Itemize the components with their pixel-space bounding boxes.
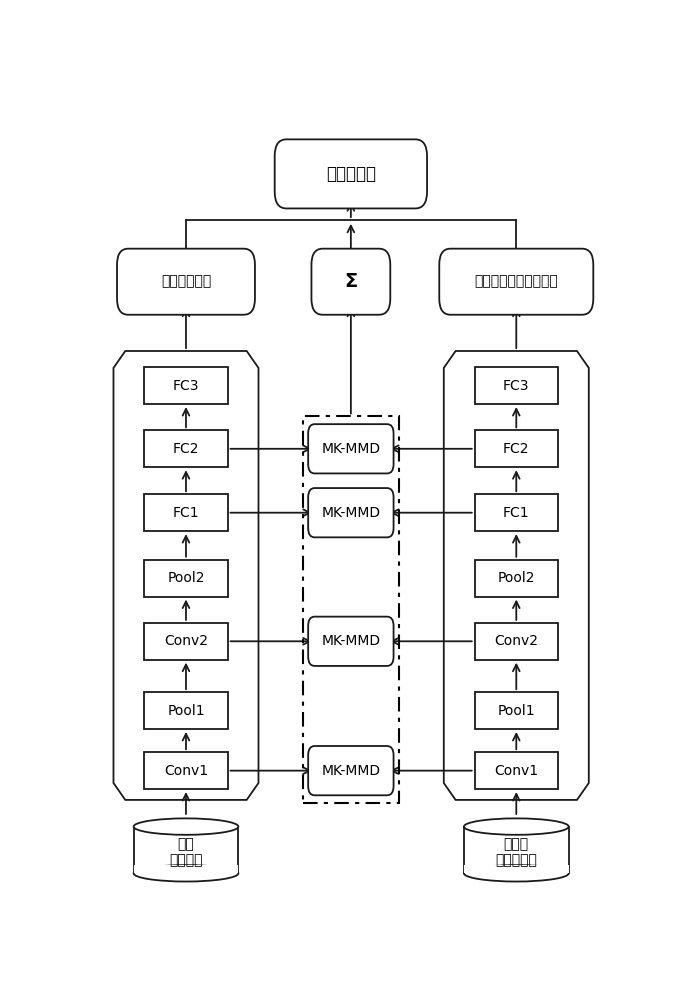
Polygon shape	[134, 827, 238, 873]
FancyBboxPatch shape	[475, 430, 558, 467]
Text: 源域分类损失: 源域分类损失	[161, 275, 211, 289]
Text: Conv1: Conv1	[164, 764, 208, 778]
FancyBboxPatch shape	[475, 692, 558, 729]
FancyBboxPatch shape	[274, 139, 427, 208]
Text: MK-MMD: MK-MMD	[322, 506, 380, 520]
Polygon shape	[464, 865, 569, 873]
Ellipse shape	[134, 818, 238, 835]
Text: FC1: FC1	[503, 506, 529, 520]
Text: Pool1: Pool1	[498, 704, 535, 718]
Text: MK-MMD: MK-MMD	[322, 442, 380, 456]
Text: FC2: FC2	[503, 442, 529, 456]
FancyBboxPatch shape	[144, 752, 227, 789]
FancyBboxPatch shape	[308, 617, 394, 666]
Text: Pool2: Pool2	[167, 571, 204, 585]
Text: Conv2: Conv2	[164, 634, 208, 648]
Text: 目标域伪标签分类损失: 目标域伪标签分类损失	[475, 275, 558, 289]
Text: Σ: Σ	[344, 272, 358, 291]
FancyBboxPatch shape	[308, 746, 394, 795]
FancyBboxPatch shape	[475, 752, 558, 789]
Polygon shape	[444, 351, 589, 800]
Ellipse shape	[464, 865, 569, 882]
Polygon shape	[464, 827, 569, 873]
FancyBboxPatch shape	[117, 249, 255, 315]
Ellipse shape	[134, 865, 238, 882]
FancyBboxPatch shape	[475, 560, 558, 597]
FancyBboxPatch shape	[308, 424, 394, 473]
FancyBboxPatch shape	[144, 692, 227, 729]
Text: Pool2: Pool2	[498, 571, 535, 585]
Text: FC3: FC3	[173, 379, 199, 393]
Text: MK-MMD: MK-MMD	[322, 634, 380, 648]
Text: FC2: FC2	[173, 442, 199, 456]
FancyBboxPatch shape	[144, 494, 227, 531]
Text: FC1: FC1	[173, 506, 200, 520]
Text: MK-MMD: MK-MMD	[322, 764, 380, 778]
Text: 源域
标签数据: 源域 标签数据	[169, 837, 203, 868]
FancyBboxPatch shape	[475, 494, 558, 531]
Text: Conv1: Conv1	[494, 764, 538, 778]
FancyBboxPatch shape	[311, 249, 390, 315]
FancyBboxPatch shape	[439, 249, 593, 315]
FancyBboxPatch shape	[475, 623, 558, 660]
Text: FC3: FC3	[503, 379, 529, 393]
FancyBboxPatch shape	[308, 488, 394, 537]
Text: Conv2: Conv2	[494, 634, 538, 648]
Text: Pool1: Pool1	[167, 704, 205, 718]
Polygon shape	[114, 351, 258, 800]
Polygon shape	[134, 865, 238, 873]
FancyBboxPatch shape	[144, 623, 227, 660]
FancyBboxPatch shape	[144, 560, 227, 597]
FancyBboxPatch shape	[144, 367, 227, 404]
Text: 目标域
无标签数据: 目标域 无标签数据	[495, 837, 537, 868]
FancyBboxPatch shape	[144, 430, 227, 467]
Bar	[303, 416, 399, 803]
Ellipse shape	[464, 818, 569, 835]
FancyBboxPatch shape	[475, 367, 558, 404]
Text: 网络总损失: 网络总损失	[326, 165, 376, 183]
